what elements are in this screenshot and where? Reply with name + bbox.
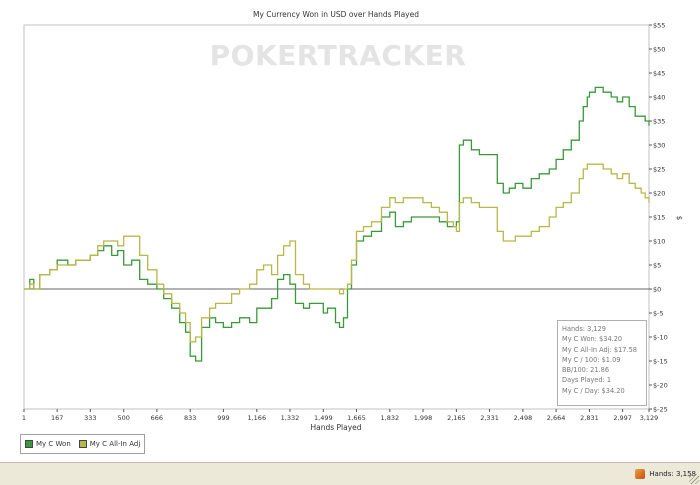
x-tick-label: 666 xyxy=(151,414,163,422)
y-tick-label: $5 xyxy=(653,261,661,269)
x-tick-label: 1,998 xyxy=(414,414,433,422)
y-tick-label: $35 xyxy=(653,117,665,125)
chart-canvas: My Currency Won in USD over Hands Played… xyxy=(22,10,683,432)
series-line-allin-adj xyxy=(24,163,650,343)
x-tick-label: 2,498 xyxy=(514,414,533,422)
y-tick-label: $10 xyxy=(653,237,665,245)
stat-hands: Hands: 3,129 xyxy=(562,325,606,333)
legend-swatch-won xyxy=(25,440,33,448)
y-tick-label: $15 xyxy=(653,213,665,221)
y-axis-label: $ xyxy=(675,216,683,220)
x-tick-label: 500 xyxy=(117,414,129,422)
y-tick-label: $45 xyxy=(653,69,665,77)
x-tick-label: 999 xyxy=(217,414,229,422)
y-tick-label: $55 xyxy=(653,21,665,29)
x-tick-label: 2,997 xyxy=(613,414,632,422)
x-tick-label: 2,331 xyxy=(480,414,499,422)
x-tick-label: 333 xyxy=(84,414,96,422)
y-tick-label: $30 xyxy=(653,141,665,149)
x-tick-label: 1,332 xyxy=(281,414,300,422)
x-tick-label: 833 xyxy=(184,414,196,422)
x-tick-label: 1,166 xyxy=(247,414,266,422)
legend-swatch-allin-adj xyxy=(78,440,87,448)
stat-won: My C Won: $34.20 xyxy=(562,335,623,344)
x-axis-label: Hands Played xyxy=(310,423,361,432)
status-hands-label: Hands: 3,158 xyxy=(649,470,696,478)
y-tick-label: $-25 xyxy=(653,405,668,413)
y-tick-label: $-15 xyxy=(653,357,668,365)
x-tick-label: 2,165 xyxy=(447,414,466,422)
legend-item-allin-adj[interactable]: My C All-In Adj xyxy=(78,440,141,448)
stats-box: Hands: 3,129 My C Won: $34.20 My C All-I… xyxy=(557,320,647,406)
series-line-won xyxy=(24,86,650,362)
status-hands: Hands: 3,158 xyxy=(635,467,696,481)
stat-days-played: Days Played: 1 xyxy=(562,376,612,385)
y-tick-label: $0 xyxy=(653,285,661,293)
chart-window: My Currency Won in USD over Hands Played… xyxy=(0,0,700,462)
watermark-logo: POKERTRACKER xyxy=(210,39,467,72)
y-tick-label: $25 xyxy=(653,165,665,173)
stat-allin-adj: My C All-In Adj: $17.58 xyxy=(562,345,637,354)
chart-title: My Currency Won in USD over Hands Played xyxy=(253,10,419,19)
x-tick-label: 2,664 xyxy=(547,414,566,422)
status-bar: Hands: 3,158 xyxy=(0,462,700,485)
x-tick-label: 2,831 xyxy=(580,414,599,422)
pokertracker-icon xyxy=(635,469,646,479)
resize-grip-icon[interactable] xyxy=(689,474,699,484)
chart-legend: My C Won My C All-In Adj xyxy=(20,434,146,454)
legend-label-won: My C Won xyxy=(36,440,71,448)
x-tick-label: 1,665 xyxy=(347,414,366,422)
stat-per-day: My C / Day: $34.20 xyxy=(562,386,625,395)
x-tick-label: 1 xyxy=(22,414,26,422)
legend-item-won[interactable]: My C Won xyxy=(25,440,71,448)
x-tick-label: 167 xyxy=(51,414,63,422)
y-tick-label: $20 xyxy=(653,189,665,197)
y-tick-label: $-10 xyxy=(653,333,668,341)
x-tick-label: 1,832 xyxy=(381,414,400,422)
y-tick-label: $40 xyxy=(653,93,665,101)
y-tick-label: $-5 xyxy=(653,309,664,317)
y-tick-label: $-20 xyxy=(653,381,668,389)
stat-per-100: My C / 100: $1.09 xyxy=(562,355,621,364)
stat-bb-100: BB/100: 21.86 xyxy=(562,366,610,375)
legend-label-allin-adj: My C All-In Adj xyxy=(89,440,141,448)
x-tick-label: 3,129 xyxy=(640,414,659,422)
y-tick-label: $50 xyxy=(653,45,665,53)
x-tick-label: 1,499 xyxy=(314,414,333,422)
